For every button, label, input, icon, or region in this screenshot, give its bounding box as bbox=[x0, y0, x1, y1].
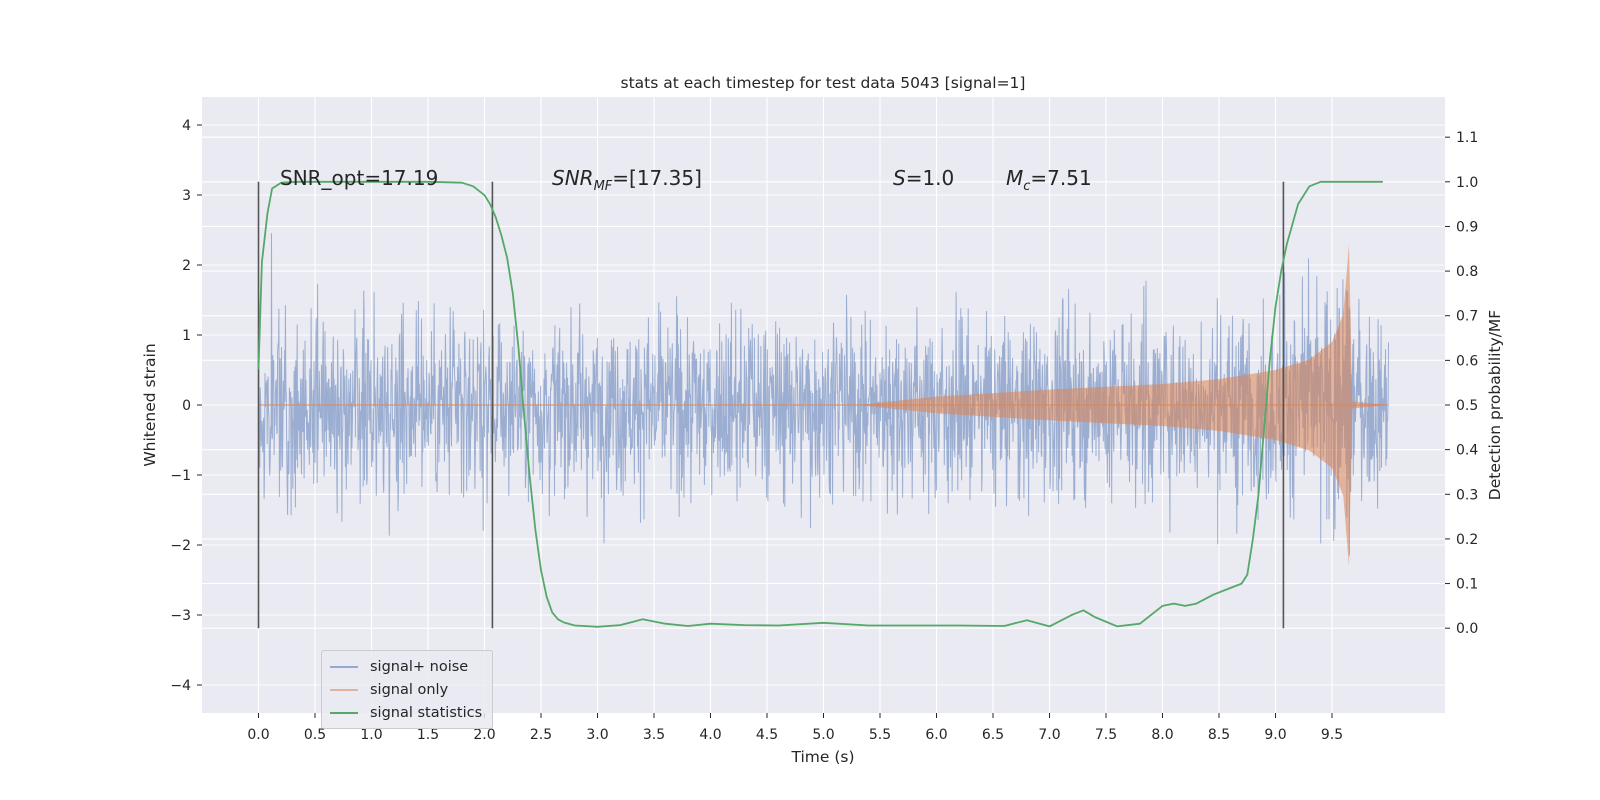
x-axis-ticks: 0.0 0.5 1.0 1.5 2.0 2.5 3.0 3.5 4.0 4.5 5.0 5.5 6.0 6… bbox=[247, 713, 1343, 743]
mc-symbol: M bbox=[1006, 166, 1023, 190]
annotation-snr-mf: SNRMF=[17.35] bbox=[552, 166, 702, 194]
x-tick-label: 7.5 bbox=[1095, 727, 1117, 743]
y2-tick-label: 0.2 bbox=[1456, 532, 1478, 548]
x-tick-label: 7.0 bbox=[1038, 727, 1060, 743]
s-value: =1.0 bbox=[906, 166, 955, 190]
signal-statistics-series bbox=[257, 180, 1383, 628]
y2-tick-label: 0.4 bbox=[1456, 443, 1478, 459]
signal-statistics-line bbox=[257, 180, 1383, 628]
legend-label-signal-noise: signal+ noise bbox=[370, 658, 469, 675]
legend-swatch-signal-statistics bbox=[330, 711, 358, 714]
legend-item-signal-only: signal only bbox=[322, 678, 492, 701]
x-tick-label: 4.5 bbox=[756, 727, 778, 743]
s-symbol: S bbox=[893, 166, 906, 190]
y-tick-label: 0 bbox=[182, 398, 191, 414]
y-tick-label: 2 bbox=[182, 258, 191, 274]
y2-tick-label: 0.7 bbox=[1456, 309, 1478, 325]
snr-mf-value: =[17.35] bbox=[612, 166, 702, 190]
x-axis-label: Time (s) bbox=[790, 748, 854, 766]
annotation-s: S=1.0 bbox=[893, 166, 954, 190]
y2-tick-label: 0.9 bbox=[1456, 219, 1478, 235]
x-tick-label: 3.0 bbox=[586, 727, 608, 743]
x-tick-label: 9.0 bbox=[1264, 727, 1286, 743]
legend-swatch-signal-noise bbox=[330, 665, 358, 668]
x-tick-label: 6.5 bbox=[982, 727, 1004, 743]
mc-value: =7.51 bbox=[1030, 166, 1091, 190]
x-tick-label: 5.5 bbox=[869, 727, 891, 743]
annotation-snr-opt: SNR_opt=17.19 bbox=[280, 166, 438, 190]
x-tick-label: 8.5 bbox=[1208, 727, 1230, 743]
x-tick-label: 8.0 bbox=[1151, 727, 1173, 743]
y2-tick-label: 0.3 bbox=[1456, 487, 1478, 503]
snr-mf-subscript: MF bbox=[594, 179, 613, 194]
x-tick-label: 2.5 bbox=[530, 727, 552, 743]
y2-tick-label: 1.1 bbox=[1456, 130, 1478, 146]
annotation-mc: Mc=7.51 bbox=[1006, 166, 1092, 194]
x-tick-label: 5.0 bbox=[812, 727, 834, 743]
legend-swatch-signal-only bbox=[330, 688, 358, 691]
chart-title: stats at each timestep for test data 504… bbox=[621, 74, 1026, 92]
y-tick-label: −1 bbox=[170, 468, 191, 484]
y-tick-label: −4 bbox=[170, 678, 191, 694]
legend-item-signal-noise: signal+ noise bbox=[322, 655, 492, 678]
x-tick-label: 1.5 bbox=[417, 727, 439, 743]
y2-tick-label: 0.1 bbox=[1456, 577, 1478, 593]
y2-tick-label: 1.0 bbox=[1456, 175, 1478, 191]
y-tick-label: 1 bbox=[182, 328, 191, 344]
signal-only-series bbox=[258, 244, 1389, 566]
y2-tick-label: 0.6 bbox=[1456, 353, 1478, 369]
x-tick-label: 4.0 bbox=[699, 727, 721, 743]
x-tick-label: 3.5 bbox=[643, 727, 665, 743]
snr-mf-symbol: SNR bbox=[552, 166, 594, 190]
y2-axis-label: Detection probability/MF bbox=[1486, 310, 1504, 501]
legend-label-signal-only: signal only bbox=[370, 681, 449, 698]
x-tick-label: 2.0 bbox=[473, 727, 495, 743]
x-tick-label: 0.5 bbox=[304, 727, 326, 743]
y2-axis-ticks: 1.1 1.0 0.9 0.8 0.7 0.6 0.5 0.4 0.3 0.2 0.1 0.0 bbox=[1445, 130, 1478, 637]
y-tick-label: 4 bbox=[182, 118, 191, 134]
y2-tick-label: 0.0 bbox=[1456, 621, 1478, 637]
legend-label-signal-statistics: signal statistics bbox=[370, 704, 483, 721]
x-tick-label: 9.5 bbox=[1321, 727, 1343, 743]
y2-tick-label: 0.5 bbox=[1456, 398, 1478, 414]
y-axis-label: Whitened strain bbox=[141, 343, 159, 466]
x-tick-label: 0.0 bbox=[247, 727, 269, 743]
legend: signal+ noise signal only signal statist… bbox=[321, 650, 493, 729]
y-tick-label: −2 bbox=[170, 538, 191, 554]
legend-item-signal-statistics: signal statistics bbox=[322, 701, 492, 724]
x-tick-label: 1.0 bbox=[360, 727, 382, 743]
y-axis-ticks: 4 3 2 1 0 −1 −2 −3 −4 bbox=[170, 118, 202, 694]
x-tick-label: 6.0 bbox=[925, 727, 947, 743]
y2-tick-label: 0.8 bbox=[1456, 264, 1478, 280]
mc-subscript: c bbox=[1023, 179, 1030, 194]
y-tick-label: −3 bbox=[170, 608, 191, 624]
y-tick-label: 3 bbox=[182, 188, 191, 204]
